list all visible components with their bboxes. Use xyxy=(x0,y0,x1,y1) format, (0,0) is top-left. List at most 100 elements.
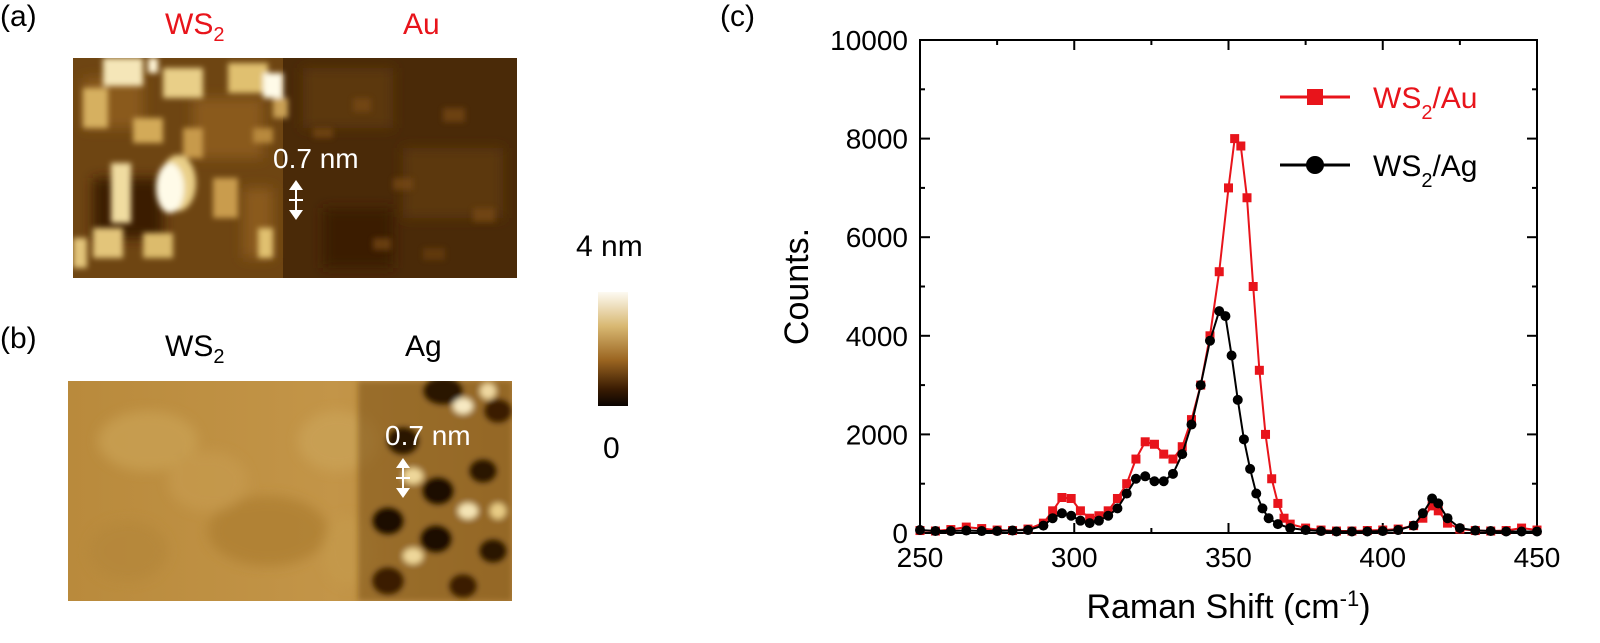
data-point xyxy=(1056,508,1067,519)
series-ws2-ag xyxy=(915,306,1542,537)
data-point xyxy=(1159,449,1169,459)
data-point xyxy=(945,526,956,537)
panel-label-c: (c) xyxy=(720,0,755,33)
data-point xyxy=(1238,434,1249,445)
data-point xyxy=(1232,394,1243,405)
x-tick-label: 450 xyxy=(1514,542,1561,573)
ws2-label-a: WS2 xyxy=(165,8,225,46)
data-point xyxy=(1140,471,1151,482)
scale-text-a: 0.7 nm xyxy=(273,143,359,174)
legend-label: WS2/Au xyxy=(1373,82,1477,124)
data-point xyxy=(1242,193,1252,203)
data-point xyxy=(1214,267,1224,277)
data-point xyxy=(1075,506,1085,516)
data-point xyxy=(1393,525,1404,536)
data-point xyxy=(1186,419,1197,430)
data-point xyxy=(1007,525,1018,536)
afm-image-ws2-au xyxy=(73,58,517,278)
data-point xyxy=(1377,526,1388,537)
au-label: Au xyxy=(403,8,440,41)
data-point xyxy=(1454,523,1465,534)
legend-label: WS2/Ag xyxy=(1373,150,1477,192)
data-point xyxy=(976,526,987,537)
data-point xyxy=(1532,526,1542,537)
data-point xyxy=(1112,503,1123,514)
data-point xyxy=(1226,350,1237,361)
double-arrow-icon-a xyxy=(289,180,303,220)
data-point xyxy=(1245,463,1256,474)
y-tick-label: 8000 xyxy=(846,124,908,155)
data-point xyxy=(1261,429,1271,439)
x-tick-label: 350 xyxy=(1205,542,1252,573)
y-tick-label: 4000 xyxy=(846,321,908,352)
legend-marker xyxy=(1307,89,1323,105)
panel-label-a: (a) xyxy=(0,0,37,33)
data-point xyxy=(1130,473,1141,484)
data-point xyxy=(1177,442,1187,452)
data-point xyxy=(1501,526,1512,537)
legend-marker xyxy=(1306,156,1324,174)
data-point xyxy=(1254,365,1264,375)
series-layer xyxy=(915,134,1542,537)
data-point xyxy=(1121,488,1132,499)
x-tick-label: 400 xyxy=(1359,542,1406,573)
data-point xyxy=(1022,525,1033,536)
data-point xyxy=(1251,488,1262,499)
data-point xyxy=(1485,526,1496,537)
data-point xyxy=(1149,476,1160,487)
data-point xyxy=(1057,493,1067,503)
data-point xyxy=(1038,520,1049,531)
data-point xyxy=(1417,508,1428,519)
x-tick-label: 300 xyxy=(1051,542,1098,573)
y-tick-label: 10000 xyxy=(830,25,908,56)
data-point xyxy=(1066,510,1077,521)
raman-chart: 250 300 350 400 450 0 2000 4000 6000 8000 10000 Co… xyxy=(778,25,1560,627)
data-point xyxy=(1066,493,1076,503)
y-tick-label: 0 xyxy=(892,518,908,549)
data-point xyxy=(1248,282,1258,291)
legend: WS2/Au WS2/Ag xyxy=(1280,82,1477,192)
x-axis-title: Raman Shift (cm-1) xyxy=(1086,586,1370,627)
data-point xyxy=(1149,439,1159,449)
data-point xyxy=(1236,141,1246,151)
afm-image-ws2-ag xyxy=(68,381,512,601)
data-point xyxy=(915,525,925,536)
data-point xyxy=(1177,449,1188,460)
data-point xyxy=(1442,513,1453,524)
y-tick-label: 6000 xyxy=(846,222,908,253)
data-point xyxy=(1273,498,1283,508)
data-point xyxy=(1140,437,1150,447)
data-point xyxy=(1433,506,1443,516)
data-point xyxy=(1300,525,1311,536)
data-point xyxy=(1272,519,1283,530)
data-point xyxy=(1331,526,1342,537)
double-arrow-icon-b xyxy=(396,458,410,498)
colorbar xyxy=(598,292,628,406)
data-point xyxy=(961,525,972,536)
data-point xyxy=(930,526,941,537)
data-point xyxy=(1093,515,1104,526)
data-point xyxy=(1204,335,1215,346)
y-tick-label: 2000 xyxy=(846,419,908,450)
ws2-label-b: WS2 xyxy=(165,330,225,368)
axis-ticks: 250 300 350 400 450 0 2000 4000 6000 8000 10000 xyxy=(830,25,1560,573)
data-point xyxy=(1285,523,1296,534)
data-point xyxy=(1516,526,1527,537)
data-point xyxy=(1257,503,1268,514)
data-point xyxy=(1346,526,1357,537)
x-tick-label: 250 xyxy=(897,542,944,573)
data-point xyxy=(1047,513,1058,524)
data-point xyxy=(1470,525,1481,536)
series-line xyxy=(919,309,1537,533)
data-point xyxy=(1131,454,1141,464)
data-point xyxy=(1167,468,1178,479)
ag-label: Ag xyxy=(405,330,442,363)
data-point xyxy=(1168,454,1178,464)
data-point xyxy=(1122,479,1132,489)
data-point xyxy=(992,526,1003,537)
data-point xyxy=(1048,506,1058,516)
data-point xyxy=(1279,513,1289,523)
data-point xyxy=(1263,513,1274,524)
colorbar-max-label: 4 nm xyxy=(576,230,643,263)
data-point xyxy=(1195,380,1206,391)
